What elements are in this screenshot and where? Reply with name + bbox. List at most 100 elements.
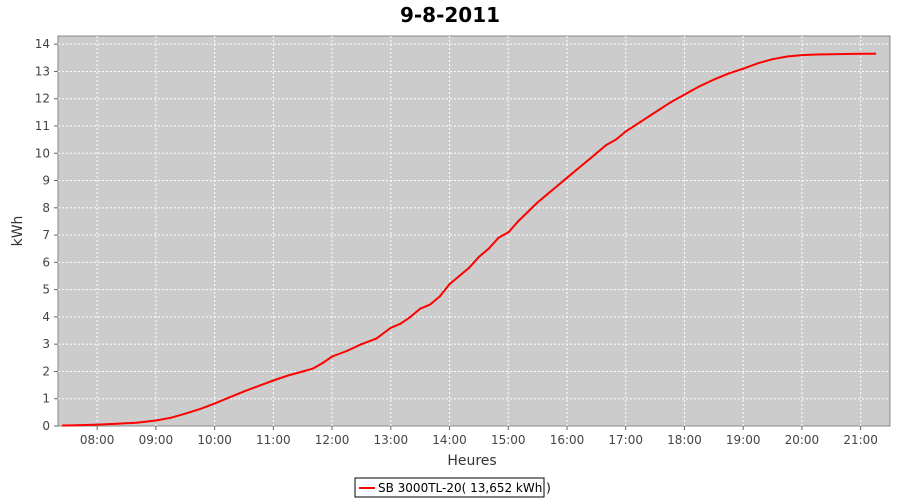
data-point [154, 419, 157, 422]
data-point [311, 367, 314, 370]
data-point [419, 307, 422, 310]
y-tick-label: 9 [42, 174, 50, 188]
data-point [556, 185, 559, 187]
data-point [742, 67, 745, 70]
y-tick-label: 6 [42, 255, 50, 269]
data-point [228, 396, 231, 399]
y-tick-label: 11 [35, 119, 50, 133]
y-tick-label: 12 [35, 92, 50, 106]
y-tick-label: 5 [42, 283, 50, 297]
data-point [771, 58, 774, 61]
y-tick-label: 1 [42, 392, 50, 406]
data-point [96, 423, 99, 426]
data-point [375, 337, 378, 340]
y-tick-label: 3 [42, 337, 50, 351]
y-tick-label: 14 [35, 37, 50, 51]
y-tick-label: 2 [42, 364, 50, 378]
grid-lines [58, 36, 890, 426]
x-tick-label: 16:00 [550, 433, 585, 447]
y-tick-label: 7 [42, 228, 50, 242]
x-tick-label: 14:00 [432, 433, 467, 447]
data-point [389, 326, 392, 329]
data-point [800, 54, 803, 57]
x-tick-label: 17:00 [608, 433, 643, 447]
data-point [517, 220, 520, 223]
data-point [198, 408, 201, 411]
x-tick-label: 08:00 [80, 433, 115, 447]
data-point [61, 424, 64, 427]
data-point [844, 53, 847, 55]
data-point [468, 266, 471, 269]
data-point [815, 53, 818, 56]
data-point [438, 295, 441, 298]
y-tick-label: 13 [35, 64, 50, 78]
data-point [135, 421, 138, 424]
legend-label: SB 3000TL-20( 13,652 kWh ) [378, 481, 551, 495]
data-point [668, 101, 671, 104]
data-point [169, 416, 172, 419]
x-tick-label: 13:00 [374, 433, 409, 447]
data-point [712, 78, 715, 81]
data-point [428, 303, 431, 306]
data-point [526, 210, 529, 213]
data-point [874, 52, 877, 55]
legend-box [354, 477, 545, 498]
x-tick-label: 11:00 [256, 433, 291, 447]
data-point [605, 144, 608, 147]
data-point [331, 355, 334, 358]
data-point [76, 424, 79, 427]
data-point [287, 374, 290, 377]
x-tick-label: 09:00 [139, 433, 174, 447]
data-point [614, 138, 617, 141]
x-tick-label: 12:00 [315, 433, 350, 447]
series-line [62, 52, 876, 427]
x-tick-label: 10:00 [197, 433, 232, 447]
data-point [683, 93, 686, 96]
data-point [213, 402, 216, 405]
data-point [272, 379, 275, 382]
y-tick-label: 10 [35, 146, 50, 160]
data-point [859, 52, 862, 55]
data-point [242, 390, 245, 393]
data-point [727, 72, 730, 75]
data-point [497, 236, 500, 239]
data-point [448, 283, 451, 286]
data-point [321, 362, 324, 365]
data-point [301, 370, 304, 373]
data-point [345, 350, 348, 352]
data-point [507, 231, 510, 234]
legend: SB 3000TL-20( 13,652 kWh ) [354, 477, 551, 498]
data-point [546, 193, 549, 196]
data-point [698, 85, 701, 88]
data-point [487, 247, 490, 250]
data-point [585, 160, 588, 163]
x-tick-label: 19:00 [726, 433, 761, 447]
data-point [257, 384, 260, 387]
data-point [399, 322, 402, 325]
data-point [595, 152, 598, 155]
data-point [409, 315, 412, 318]
data-point [184, 412, 187, 415]
x-axis-label: Heures [447, 453, 496, 469]
data-point [654, 111, 657, 114]
y-tick-label: 8 [42, 201, 50, 215]
x-tick-label: 18:00 [667, 433, 702, 447]
plot-area [57, 35, 891, 427]
data-point [830, 53, 833, 56]
series-group [61, 52, 877, 427]
data-point [624, 130, 627, 133]
chart-title: 9-8-2011 [400, 3, 500, 27]
data-point [575, 168, 578, 171]
data-point [536, 201, 539, 204]
data-point [360, 343, 363, 346]
x-tick-label: 15:00 [491, 433, 526, 447]
x-tick-label: 21:00 [843, 433, 878, 447]
y-tick-label: 4 [42, 310, 50, 324]
data-point [458, 275, 461, 277]
data-point [565, 176, 568, 179]
data-point [115, 422, 118, 425]
data-point [756, 62, 759, 65]
data-point [786, 55, 789, 58]
